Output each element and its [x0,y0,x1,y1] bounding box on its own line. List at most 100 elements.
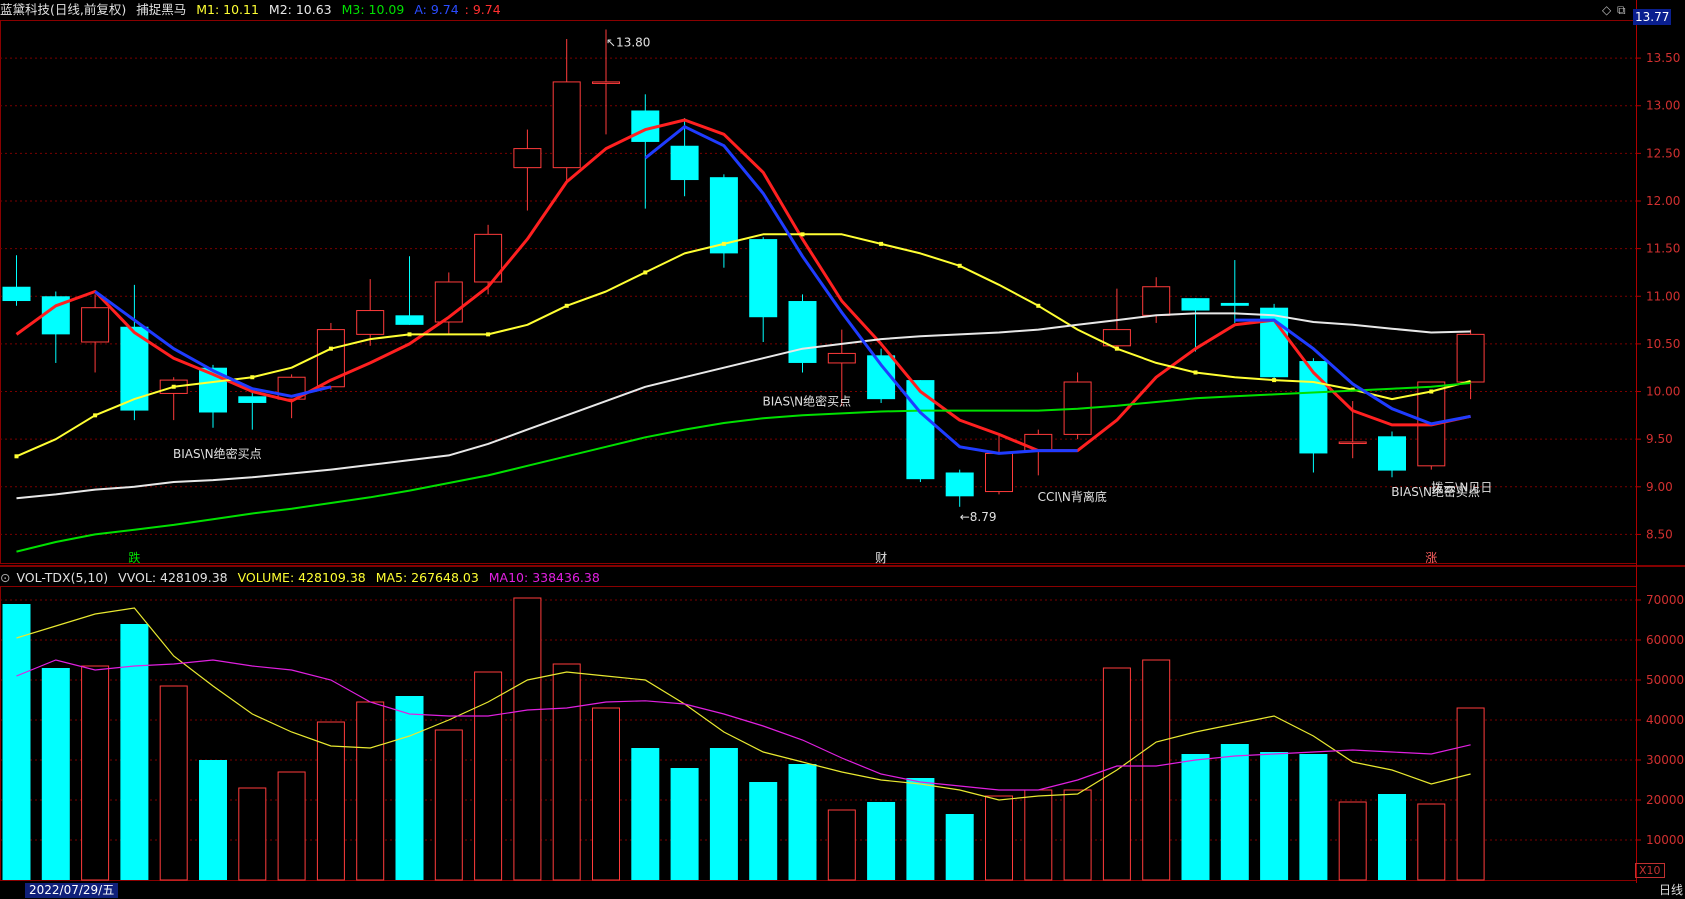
m2-dot [1193,370,1198,375]
price-tick-label: 12.00 [1646,194,1680,208]
candle-body-down [238,396,267,403]
zoom-x10-button[interactable]: X10 [1635,863,1665,878]
volume-bar-up [552,663,581,881]
volume-bar-down [906,778,935,880]
price-axis: 8.50 9.00 9.50 10.00 10.50 11.00 11.50 12.00 12.… [1636,51,1684,847]
volume-bar-up [356,701,385,881]
expand-icon[interactable]: ⧉ [1617,3,1626,17]
vvol-value: VVOL: 428109.38 [118,570,228,585]
m2-dot [407,332,412,337]
volume-bar-down [41,668,70,880]
price-tick-label: 12.50 [1646,146,1680,160]
volume-bar-down [395,696,424,880]
candle-body-up [1338,441,1367,445]
price-header: 蓝黛科技(日线,前复权) 捕捉黑马 M1: 10.11 M2: 10.63 M3… [0,0,507,20]
ma10-value: MA10: 338436.38 [488,570,600,585]
m2-dot [486,332,491,337]
m2-dot [14,454,19,459]
candle-body-down [788,301,817,363]
event-marker: 跌 [128,550,140,565]
candle-body-up [985,452,1013,493]
m2-dot [1036,303,1041,308]
time-axis [0,883,1685,899]
volume-bar-up [81,665,110,881]
indicator-lines [14,118,1471,553]
volume-tick-label: 40000 [1646,713,1684,727]
volume-bar-up [238,787,267,881]
volume-tick-label: 20000 [1646,793,1684,807]
m2-value: M2: 10.63 [268,2,332,17]
candle-body-up [356,310,385,335]
volume-bar-up [1102,667,1131,881]
m2-dot [957,263,962,268]
price-tick-label: 11.50 [1646,242,1680,256]
m2-dot [1429,389,1434,394]
price-tick-label: 11.00 [1646,289,1680,303]
indicator-name[interactable]: 捕捉黑马 [136,2,187,17]
volume-bar-up [1338,801,1367,881]
signal-annotation: CCI\N背离底 [1038,489,1107,504]
volume-bar-up [316,721,345,881]
a-value: A: 9.74 [414,2,459,17]
volume-ma10-line [16,659,1471,791]
candle-body-up [81,307,110,343]
candle-body-up [592,81,620,84]
timeframe-label[interactable]: 日线 [1658,883,1683,897]
m2-dot [93,413,98,418]
vol-indicator-name[interactable]: VOL-TDX(5,10) [16,570,109,585]
collapse-icon[interactable]: ⊙ [0,570,11,585]
price-tick-label: 10.00 [1646,385,1680,399]
candle-body-down [749,239,778,318]
signal-annotation: ↖13.80 [606,35,650,49]
m2-dot [564,303,569,308]
line-m2 [16,233,1471,458]
volume-bar-up [827,809,856,881]
candle-body-down [670,145,699,181]
price-tick-label: 13.50 [1646,51,1680,65]
m2-dot [171,384,176,389]
candle-body-up [552,81,581,169]
volume-bar-down [945,814,974,880]
volume-bar-down [749,782,778,880]
volume-bar-down [2,604,31,880]
price-tick-label: 10.50 [1646,337,1680,351]
stock-title[interactable]: 蓝黛科技(日线,前复权) [0,2,127,17]
volume-bars [2,597,1485,881]
signal-annotation: 拨云\N见日 [1431,480,1492,494]
line-m1 [15,118,1471,453]
line-a [94,125,1471,455]
signal-annotation: ←8.79 [960,510,997,524]
candle-body-down [945,472,974,497]
volume-bar-down [120,624,149,880]
m2-dot [879,241,884,246]
m3-value: M3: 10.09 [341,2,405,17]
event-marker: 财 [875,551,887,565]
candle-body-down [395,315,424,325]
b-value: : 9.74 [464,2,501,17]
volume-bar-up [159,685,188,881]
m2-dot [800,232,805,237]
volume-bar-down [867,802,896,880]
volume-ma5-line [16,607,1471,801]
volume-bar-down [788,764,817,880]
volume-tick-label: 60000 [1646,633,1684,647]
candle-body-down [1378,436,1406,471]
volume-header: ⊙ VOL-TDX(5,10) VVOL: 428109.38 VOLUME: … [0,568,606,588]
diamond-icon[interactable]: ◇ [1602,3,1612,17]
volume-bar-down [1260,752,1289,880]
candle-body-up [1102,329,1131,347]
volume-bar-up [985,795,1013,881]
candle-body-up [827,352,856,364]
candle-body-down [2,286,31,302]
candle-body-down [1181,298,1210,311]
candle-body-down [906,380,935,480]
price-tick-label: 9.50 [1646,432,1673,446]
price-tick-label: 13.00 [1646,99,1680,113]
volume-ma-lines [16,607,1471,801]
volume-tick-label: 70000 [1646,593,1684,607]
m2-dot [721,241,726,246]
signal-annotation: BIAS\N绝密买点 [173,446,262,461]
cursor-date: 2022/07/29/五 [25,883,119,898]
